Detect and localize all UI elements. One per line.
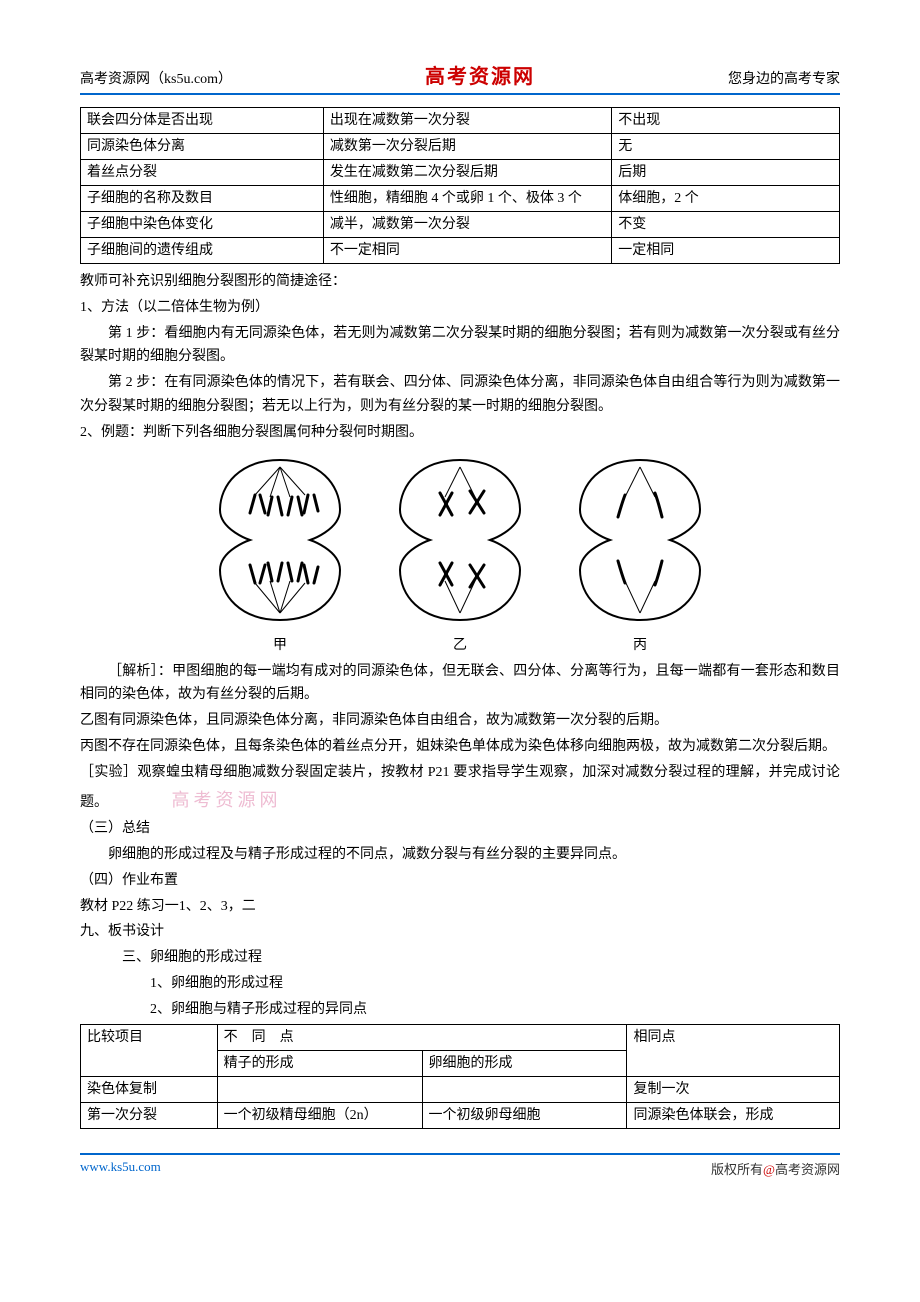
table-cell: 不变 — [612, 212, 840, 238]
table-cell: 子细胞中染色体变化 — [81, 212, 324, 238]
cell-diagram-yi: 乙 — [390, 455, 530, 654]
step-1: 第 1 步：看细胞内有无同源染色体，若无则为减数第二次分裂某时期的细胞分裂图；若… — [80, 322, 840, 370]
table-cell: 一定相同 — [612, 238, 840, 264]
table-cell: 不一定相同 — [323, 238, 611, 264]
table-cell: 同源染色体分离 — [81, 134, 324, 160]
table-cell: 着丝点分裂 — [81, 160, 324, 186]
header-right: 您身边的高考专家 — [728, 68, 840, 88]
table-cell: 不出现 — [612, 108, 840, 134]
header-left: 高考资源网（ks5u.com） — [80, 68, 232, 88]
experiment-label: ［实验］ — [80, 765, 137, 780]
t2-h-diff: 不 同 点 — [217, 1024, 627, 1050]
table-row: 子细胞的名称及数目性细胞，精细胞 4 个或卵 1 个、极体 3 个体细胞，2 个 — [81, 186, 840, 212]
t2-sub-egg: 卵细胞的形成 — [422, 1050, 627, 1076]
cell-diagram-row: 甲 — [80, 455, 840, 654]
footer-suffix: 高考资源网 — [775, 1162, 840, 1177]
table-row: 比较项目 不 同 点 相同点 — [81, 1024, 840, 1050]
analysis-2: 乙图有同源染色体，且同源染色体分离，非同源染色体自由组合，故为减数第一次分裂的后… — [80, 709, 840, 733]
board-l2: 1、卵细胞的形成过程 — [80, 972, 840, 996]
page: 高考资源网（ks5u.com） 高考资源网 您身边的高考专家 联会四分体是否出现… — [0, 0, 920, 1218]
table-cell — [422, 1076, 627, 1102]
teacher-note: 教师可补充识别细胞分裂图形的简捷途径： — [80, 270, 840, 294]
summary: 卵细胞的形成过程及与精子形成过程的不同点，减数分裂与有丝分裂的主要异同点。 — [80, 843, 840, 867]
table-cell: 复制一次 — [627, 1076, 840, 1102]
table-cell: 第一次分裂 — [81, 1102, 218, 1128]
footer-copyright: 版权所有@高考资源网 — [711, 1159, 840, 1178]
table-cell: 一个初级卵母细胞 — [422, 1102, 627, 1128]
example-title: 2、例题：判断下列各细胞分裂图属何种分裂何时期图。 — [80, 421, 840, 445]
label-jia: 甲 — [210, 634, 350, 654]
table-cell: 后期 — [612, 160, 840, 186]
table-cell: 出现在减数第一次分裂 — [323, 108, 611, 134]
cell-diagram-jia: 甲 — [210, 455, 350, 654]
footer-at: @ — [763, 1162, 775, 1177]
analysis-3: 丙图不存在同源染色体，且每条染色体的着丝点分开，姐妹染色单体成为染色体移向细胞两… — [80, 735, 840, 759]
cell-yi-svg — [390, 455, 530, 625]
footer-prefix: 版权所有 — [711, 1162, 763, 1177]
board-title: 九、板书设计 — [80, 920, 840, 944]
table-cell: 无 — [612, 134, 840, 160]
table-row: 联会四分体是否出现出现在减数第一次分裂不出现 — [81, 108, 840, 134]
cell-bing-svg — [570, 455, 710, 625]
table-cell: 联会四分体是否出现 — [81, 108, 324, 134]
cell-jia-svg — [210, 455, 350, 625]
table-row: 同源染色体分离减数第一次分裂后期无 — [81, 134, 840, 160]
table-cell: 减数第一次分裂后期 — [323, 134, 611, 160]
comparison-table-1: 联会四分体是否出现出现在减数第一次分裂不出现同源染色体分离减数第一次分裂后期无着… — [80, 107, 840, 264]
body-text: 教师可补充识别细胞分裂图形的简捷途径： 1、方法（以二倍体生物为例） 第 1 步… — [80, 270, 840, 1022]
label-yi: 乙 — [390, 634, 530, 654]
table-cell: 同源染色体联会，形成 — [627, 1102, 840, 1128]
t2-h-compare: 比较项目 — [81, 1024, 218, 1076]
cell-diagram-bing: 丙 — [570, 455, 710, 654]
comparison-table-2: 比较项目 不 同 点 相同点 精子的形成 卵细胞的形成 染色体复制复制一次第一次… — [80, 1024, 840, 1129]
table-cell: 发生在减数第二次分裂后期 — [323, 160, 611, 186]
t2-sub-sperm: 精子的形成 — [217, 1050, 422, 1076]
summary-title: （三）总结 — [80, 817, 840, 841]
table-cell: 子细胞间的遗传组成 — [81, 238, 324, 264]
header-center-logo: 高考资源网 — [425, 60, 535, 89]
watermark-text: 高考资源网 — [172, 785, 282, 816]
table-cell: 子细胞的名称及数目 — [81, 186, 324, 212]
method-title: 1、方法（以二倍体生物为例） — [80, 296, 840, 320]
analysis-label: ［解析］： — [108, 664, 172, 679]
step-2: 第 2 步：在有同源染色体的情况下，若有联会、四分体、同源染色体分离，非同源染色… — [80, 371, 840, 419]
table-cell: 一个初级精母细胞（2n） — [217, 1102, 422, 1128]
table-row: 子细胞间的遗传组成不一定相同一定相同 — [81, 238, 840, 264]
table-cell: 染色体复制 — [81, 1076, 218, 1102]
footer-link[interactable]: www.ks5u.com — [80, 1159, 161, 1178]
homework: 教材 P22 练习一1、2、3，二 — [80, 895, 840, 919]
page-footer: www.ks5u.com 版权所有@高考资源网 — [80, 1153, 840, 1178]
table-cell: 减半，减数第一次分裂 — [323, 212, 611, 238]
board-l3: 2、卵细胞与精子形成过程的异同点 — [80, 998, 840, 1022]
table-cell: 性细胞，精细胞 4 个或卵 1 个、极体 3 个 — [323, 186, 611, 212]
t2-h-same: 相同点 — [627, 1024, 840, 1076]
table-cell: 体细胞，2 个 — [612, 186, 840, 212]
analysis-1: ［解析］：甲图细胞的每一端均有成对的同源染色体，但无联会、四分体、分离等行为，且… — [80, 660, 840, 708]
experiment: ［实验］观察蝗虫精母细胞减数分裂固定装片，按教材 P21 要求指导学生观察，加深… — [80, 761, 840, 815]
board-l1: 三、卵细胞的形成过程 — [80, 946, 840, 970]
table-row: 第一次分裂一个初级精母细胞（2n）一个初级卵母细胞同源染色体联会，形成 — [81, 1102, 840, 1128]
table-row: 着丝点分裂发生在减数第二次分裂后期后期 — [81, 160, 840, 186]
page-header: 高考资源网（ks5u.com） 高考资源网 您身边的高考专家 — [80, 60, 840, 95]
analysis-1-text: 甲图细胞的每一端均有成对的同源染色体，但无联会、四分体、分离等行为，且每一端都有… — [80, 664, 840, 703]
table-cell — [217, 1076, 422, 1102]
label-bing: 丙 — [570, 634, 710, 654]
homework-title: （四）作业布置 — [80, 869, 840, 893]
table-row: 染色体复制 复制一次 — [81, 1076, 840, 1102]
table-row: 子细胞中染色体变化减半，减数第一次分裂不变 — [81, 212, 840, 238]
